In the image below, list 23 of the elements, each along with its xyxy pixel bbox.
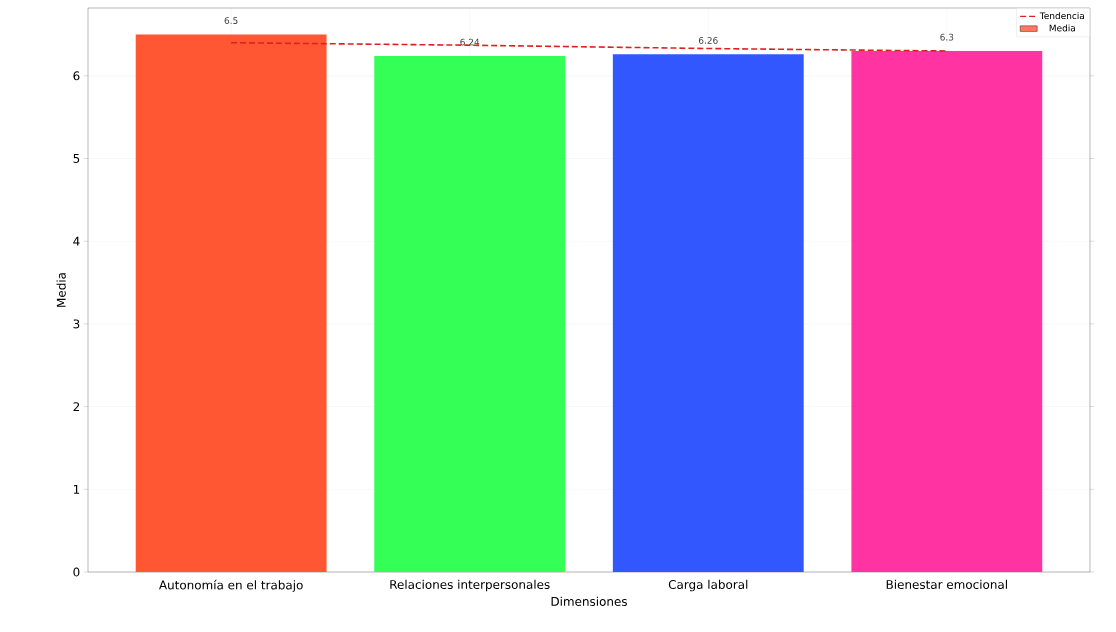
bar (612, 54, 804, 572)
data-label: 6.5 (224, 17, 238, 24)
bar (851, 51, 1043, 572)
y-tick-label: 1 (73, 484, 80, 494)
y-tick-label: 4 (73, 236, 80, 246)
bar (374, 55, 566, 572)
bar (135, 34, 327, 572)
y-tick-label: 5 (73, 154, 80, 163)
data-label: 6.3 (940, 33, 954, 41)
data-label: 6.26 (698, 37, 718, 44)
y-tick-label: 2 (73, 402, 80, 412)
data-label: 6.24 (460, 38, 480, 46)
x-axis-title: Dimensiones (551, 596, 627, 606)
legend-label: Media (1049, 24, 1075, 32)
y-tick-label: 6 (73, 71, 80, 81)
x-tick-label: Carga laboral (668, 579, 748, 592)
x-tick-label: Relaciones interpersonales (390, 579, 550, 592)
x-tick-label: Bienestar emocional (886, 579, 1007, 590)
y-tick-label: 3 (73, 319, 80, 329)
x-tick-label: Autonomía en el trabajo (159, 579, 303, 592)
y-tick-label: 0 (73, 567, 80, 577)
y-axis-title: Media (56, 273, 66, 307)
legend-label: Tendencia (1039, 12, 1084, 20)
